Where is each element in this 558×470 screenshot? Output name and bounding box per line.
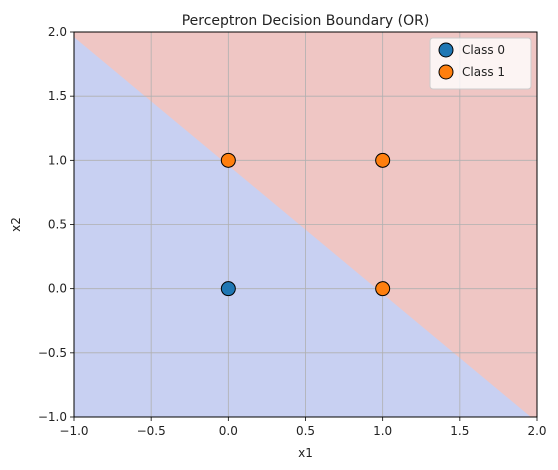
y-tick-label: 0.5	[48, 218, 67, 232]
point-class-0	[220, 281, 236, 297]
x-tick-label: 0.0	[219, 424, 238, 438]
x-tick-label: 1.0	[373, 424, 392, 438]
y-tick-label: 0.0	[48, 282, 67, 296]
y-axis-label: x2	[9, 217, 23, 232]
legend-box	[429, 37, 532, 90]
point-class-1	[375, 152, 391, 168]
chart-title: Perceptron Decision Boundary (OR)	[182, 13, 430, 29]
point-class-1	[220, 152, 236, 168]
legend: Class 0 Class 1	[429, 37, 532, 90]
x-tick-label: 2.0	[527, 424, 546, 438]
point-class-1	[375, 281, 391, 297]
y-tick-label: −0.5	[38, 346, 67, 360]
legend-marker	[438, 42, 454, 58]
y-axis-ticks: −1.0 −0.5 0.0 0.5 1.0 1.5 2.0	[38, 25, 74, 424]
legend-label: Class 1	[462, 65, 505, 79]
y-tick-label: −1.0	[38, 410, 67, 424]
y-tick-label: 1.5	[48, 89, 67, 103]
region-class-0	[74, 37, 531, 417]
x-tick-label: −0.5	[137, 424, 166, 438]
grid-lines	[74, 32, 537, 417]
x-tick-label: −1.0	[59, 424, 88, 438]
x-axis-ticks: −1.0 −0.5 0.0 0.5 1.0 1.5 2.0	[59, 417, 547, 438]
legend-label: Class 0	[462, 43, 505, 57]
x-axis-label: x1	[298, 446, 313, 460]
plot-area	[74, 32, 537, 417]
y-tick-label: 1.0	[48, 153, 67, 167]
x-tick-label: 0.5	[296, 424, 315, 438]
x-tick-label: 1.5	[450, 424, 469, 438]
legend-marker	[438, 64, 454, 80]
data-points	[220, 152, 391, 297]
y-tick-label: 2.0	[48, 25, 67, 39]
